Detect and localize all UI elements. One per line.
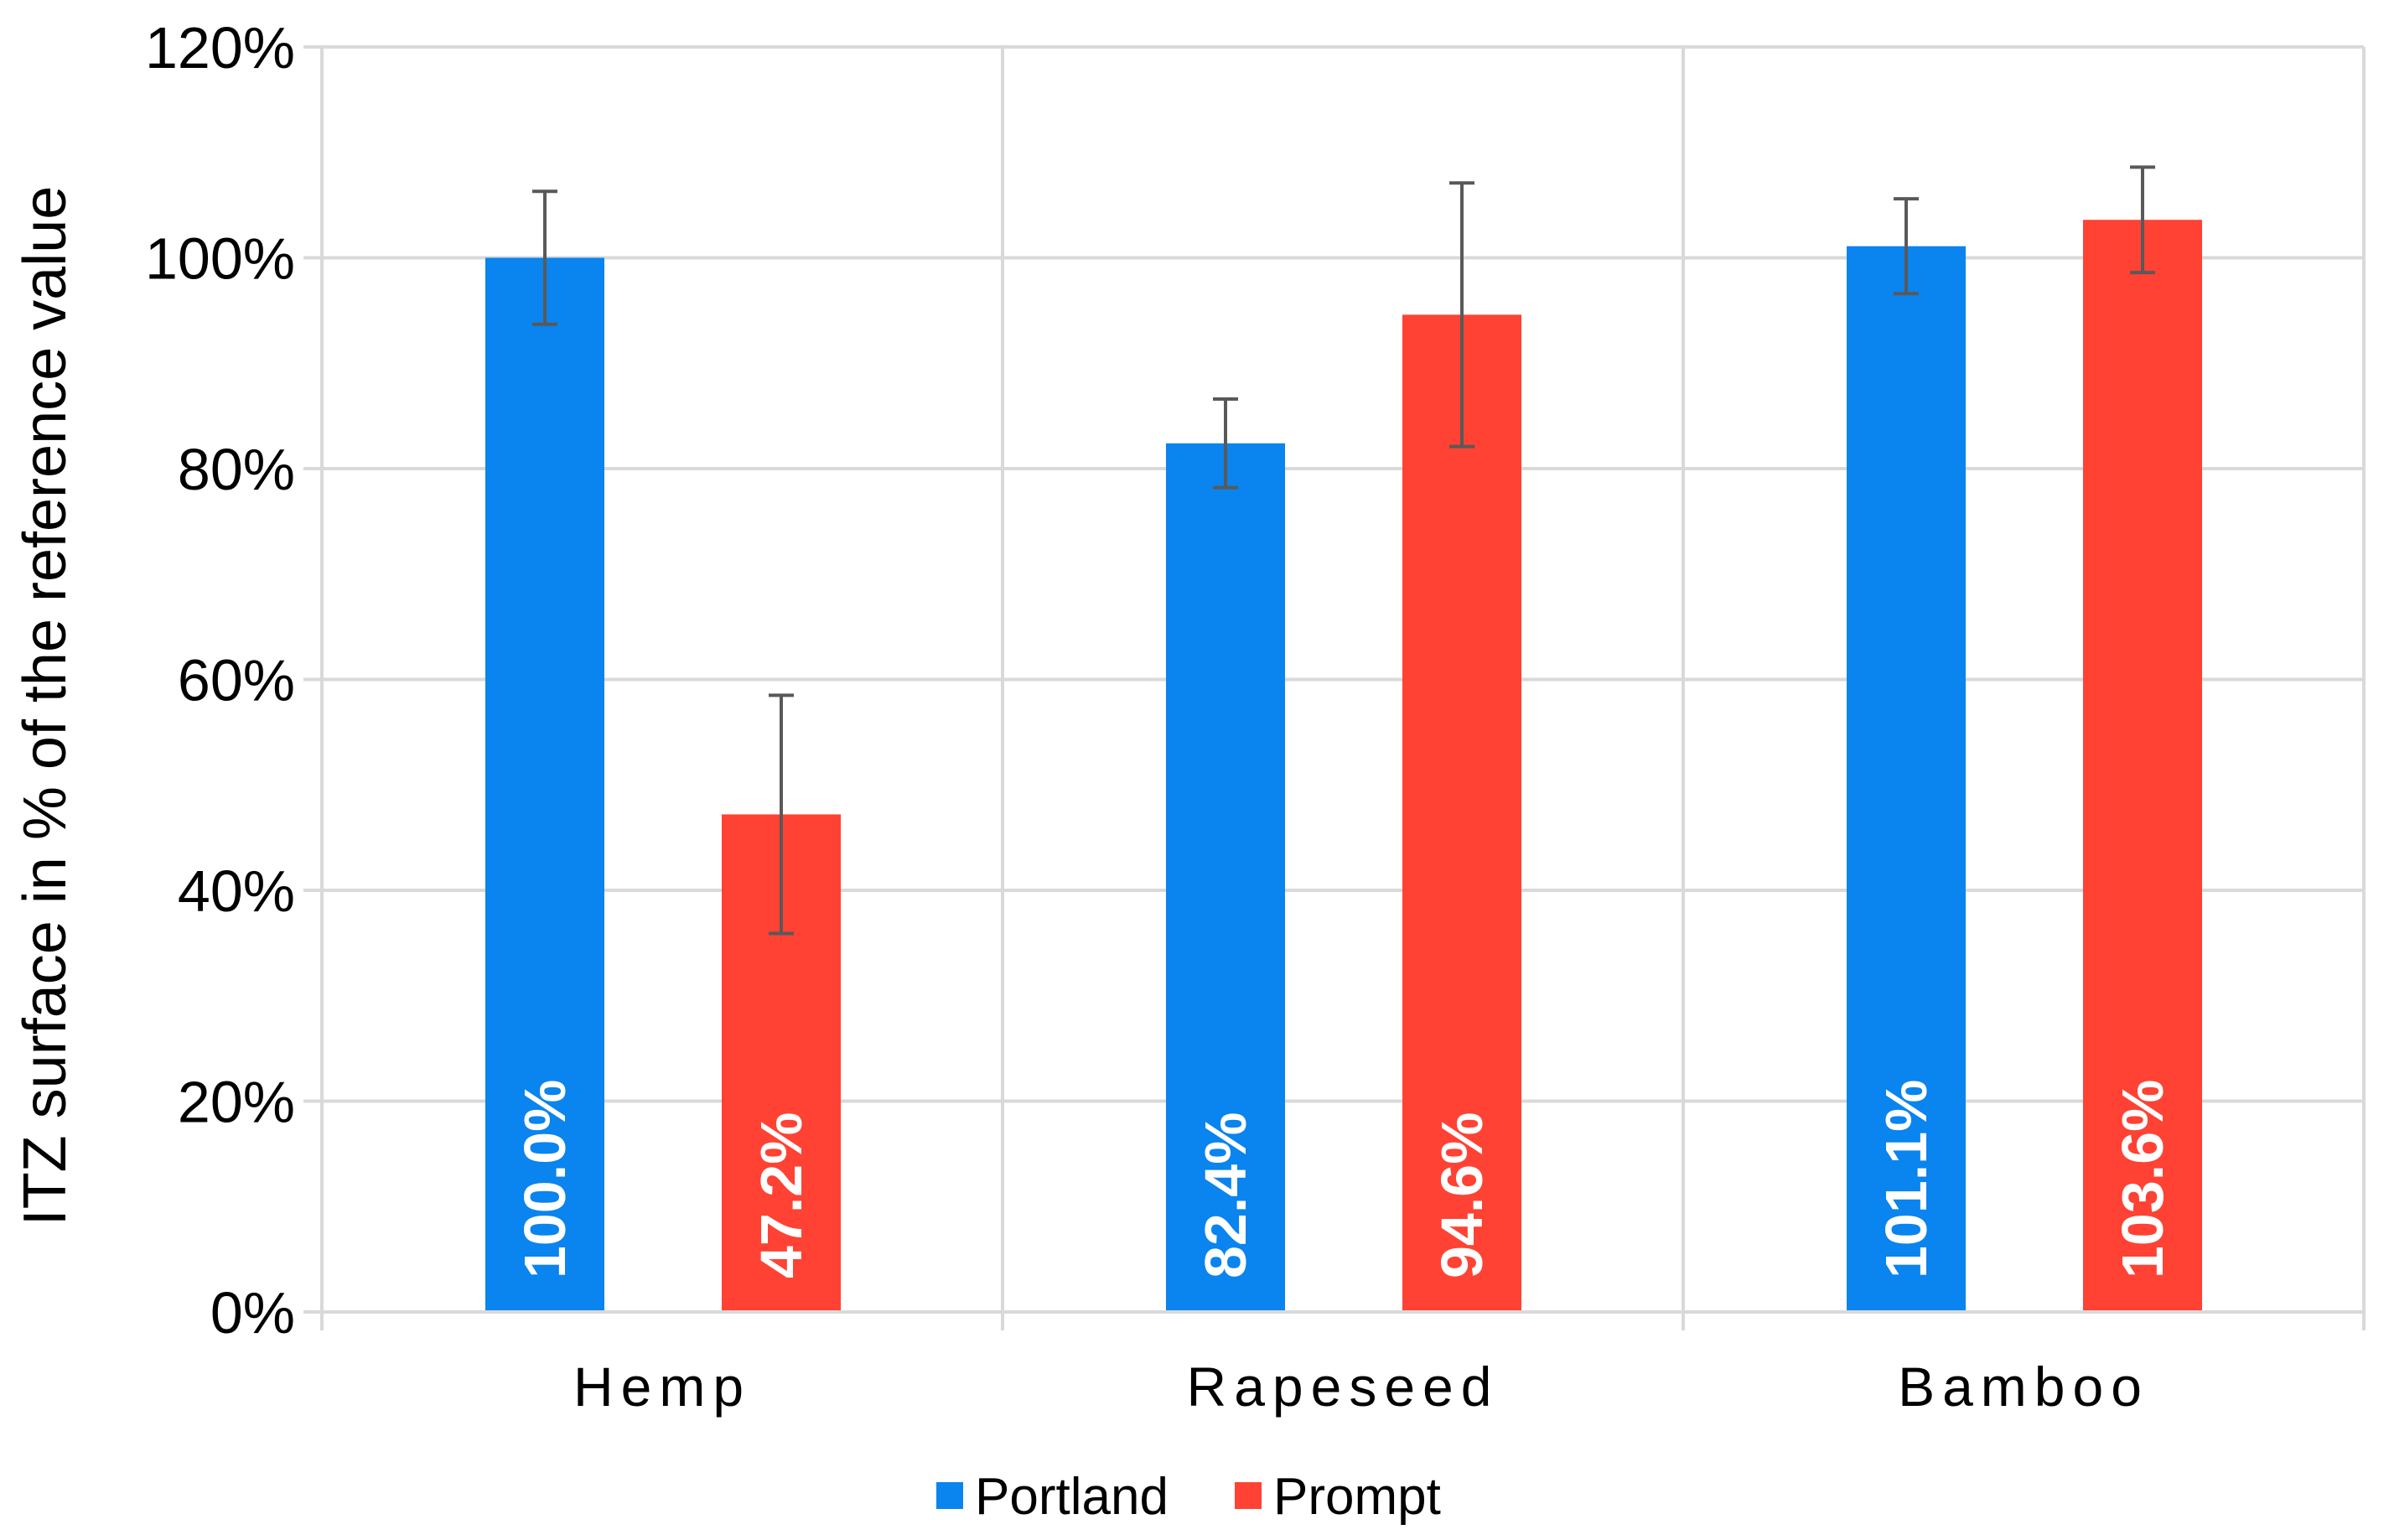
bar-portland (485, 257, 604, 1312)
data-label-prompt: 47.2% (749, 1112, 814, 1278)
y-tick-label: 120% (145, 15, 295, 80)
legend-label-prompt: Prompt (1273, 1468, 1441, 1526)
data-label-prompt: 94.6% (1429, 1112, 1495, 1278)
bar-prompt (2083, 220, 2202, 1313)
y-tick-label: 20% (178, 1070, 295, 1135)
data-label-portland: 100.0% (512, 1080, 578, 1278)
bar-portland (1166, 443, 1285, 1312)
y-axis-title: ITZ surface in % of the reference value (12, 186, 79, 1226)
y-tick-label: 60% (178, 648, 295, 713)
y-tick-label: 100% (145, 226, 295, 292)
axes: 0% 20% 40% 60% 80% 100% 120% Hemp Rapeseed Bamboo (145, 15, 2364, 1418)
legend-swatch-portland (936, 1482, 963, 1509)
legend-label-portland: Portland (975, 1468, 1169, 1526)
x-tick-label: Hemp (573, 1356, 751, 1418)
bar-portland (1847, 246, 1966, 1313)
data-label-portland: 101.1% (1873, 1080, 1939, 1278)
legend: Portland Prompt (936, 1468, 1441, 1526)
y-tick-label: 80% (178, 437, 295, 502)
bars (485, 220, 2202, 1313)
y-tick-label: 40% (178, 858, 295, 924)
data-label-portland: 82.4% (1193, 1112, 1258, 1278)
grid (320, 45, 2366, 1330)
data-label-prompt: 103.6% (2110, 1080, 2175, 1278)
legend-swatch-prompt (1235, 1482, 1262, 1509)
error-bars (532, 165, 2155, 936)
bar-prompt (1402, 314, 1521, 1312)
x-tick-label: Bamboo (1898, 1356, 2149, 1418)
y-tick-label: 0% (210, 1280, 295, 1346)
x-tick-label: Rapeseed (1187, 1356, 1500, 1418)
data-labels: 100.0% 82.4% 101.1% 47.2% 94.6% 103.6% (512, 1080, 2175, 1278)
